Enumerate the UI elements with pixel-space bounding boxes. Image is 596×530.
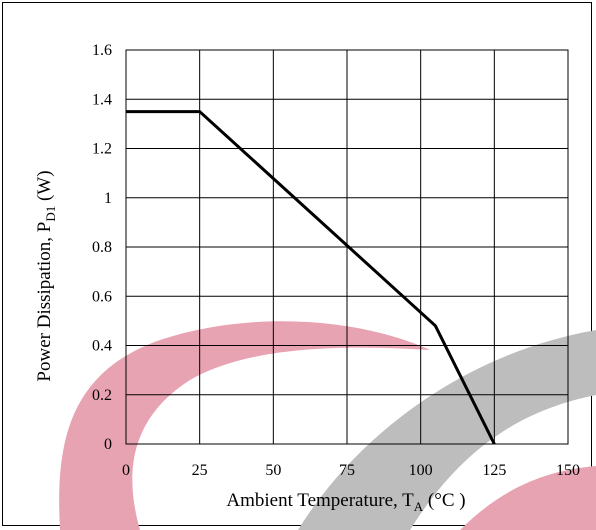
x-tick-label-2: 50 [265,462,281,479]
y-axis-label: Power Dissipation, PD1 (W) [34,170,58,381]
x-tick-label-3: 75 [339,462,355,479]
y-tick-label-4: 0.8 [92,239,112,256]
y-axis-label-main: Power Dissipation, P [34,222,55,382]
x-axis-label-unit: (°C ) [423,490,465,511]
watermark-pink-arc [59,321,431,530]
y-tick-label-8: 1.6 [92,42,112,59]
x-tick-label-5: 125 [482,462,506,479]
x-tick-labels: 0 25 50 75 100 125 150 [122,462,580,479]
chart-frame [2,2,592,526]
plot-border [125,49,569,445]
y-axis-label-subscript: D1 [43,206,58,222]
x-axis-label-main: Ambient Temperature, T [226,490,414,511]
x-tick-label-1: 25 [192,462,208,479]
y-tick-label-6: 1.2 [92,141,112,158]
x-axis-label-subscript: A [414,499,424,514]
y-tick-label-7: 1.4 [92,91,112,108]
y-tick-label-2: 0.4 [92,338,112,355]
x-tick-label-6: 150 [556,462,580,479]
y-tick-label-0: 0 [104,436,112,453]
plot-area-border [125,49,569,445]
watermark [59,321,596,530]
y-axis-label-unit: (W) [34,170,55,205]
x-tick-label-0: 0 [122,462,130,479]
series-group [126,110,496,445]
x-tick-label-4: 100 [409,462,433,479]
y-tick-label-1: 0.2 [92,387,112,404]
watermark-gray-arc [298,330,596,530]
x-axis-label: Ambient Temperature, TA (°C ) [226,490,465,514]
y-tick-label-3: 0.6 [92,288,112,305]
series-line-0 [126,110,496,445]
y-tick-labels: 0 0.2 0.4 0.6 0.8 1 1.2 1.4 1.6 [92,42,112,453]
watermark-pink-corner [460,466,596,530]
y-tick-label-5: 1 [104,190,112,207]
